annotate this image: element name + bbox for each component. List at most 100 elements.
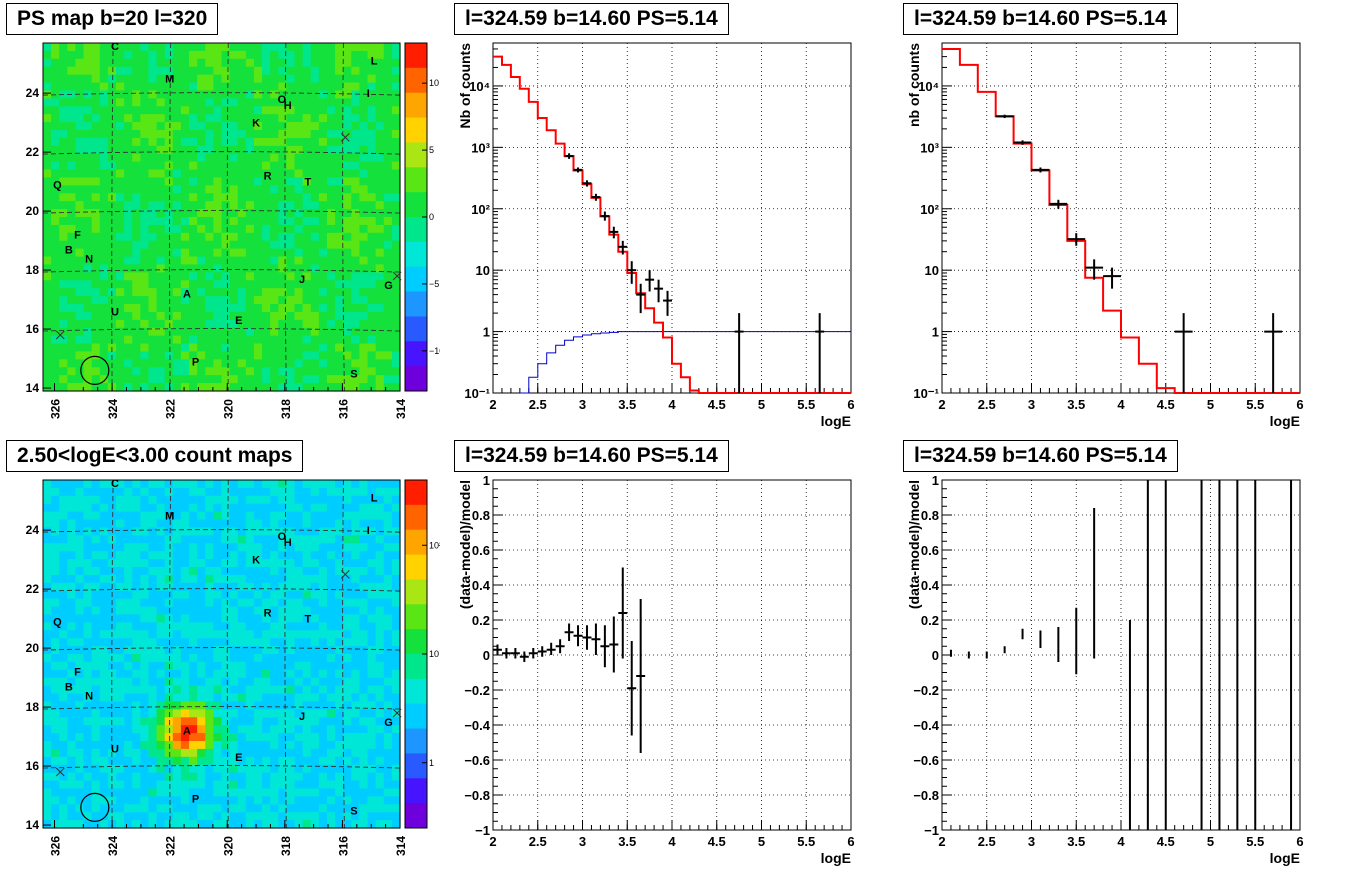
y-tick-label: −0.6: [913, 753, 939, 768]
x-tick-label: 4.5: [1157, 834, 1175, 849]
source-label: B: [65, 244, 73, 256]
map-frame: [42, 42, 401, 392]
map-x-tick-label: 320: [221, 836, 235, 856]
count-map: 326 324 322 320 318 316 314 24 22 20 18 16 14 C M L I OH K…: [26, 478, 442, 856]
x-axis-label: logE: [1270, 413, 1300, 429]
ps-map-panel: 326 324 322 320 318 316 314 24 22 20 18 16 14 C M L I O H K…: [0, 0, 445, 435]
source-label: L: [371, 56, 378, 68]
spectrum-title-1: l=324.59 b=14.60 PS=5.14: [454, 3, 729, 35]
x-axis-label: logE: [821, 850, 851, 866]
source-label: A: [183, 289, 191, 301]
ps-map: 326 324 322 320 318 316 314 24 22 20 18 16 14 C M L I OH K…: [26, 41, 445, 419]
map-x-tick-label: 322: [164, 836, 178, 856]
data-point: [600, 211, 610, 221]
source-cross-marker: [340, 570, 350, 579]
source-cross-marker: [392, 271, 402, 281]
map-y-tick-label: 20: [26, 204, 40, 218]
source-label: K: [252, 555, 260, 567]
data-point: [609, 616, 619, 673]
x-tick-label: 6: [1296, 397, 1303, 412]
data-point: [1085, 259, 1104, 280]
data-point: [564, 623, 574, 641]
data-point: [501, 648, 511, 659]
source-cross-marker: [340, 133, 350, 142]
x-tick-label: 2: [938, 397, 945, 412]
x-tick-label: 5.5: [1246, 834, 1264, 849]
model-histogram: [493, 55, 851, 394]
source-label: M: [165, 73, 174, 85]
data-point: [1174, 313, 1193, 393]
map-y-tick-label: 24: [26, 86, 40, 100]
x-tick-label: 4.5: [708, 834, 726, 849]
x-tick-label: 2: [938, 834, 945, 849]
source-label: K: [252, 118, 260, 130]
x-tick-label: 5: [758, 397, 765, 412]
data-point: [995, 114, 1014, 119]
x-tick-label: 3.5: [618, 397, 636, 412]
data-point: [609, 226, 619, 239]
data-point: [645, 270, 655, 292]
x-tick-label: 3.5: [1067, 397, 1085, 412]
map-x-tick-label: 314: [394, 399, 408, 419]
source-label: C: [111, 478, 119, 490]
source-label: F: [74, 230, 81, 242]
source-label: T: [305, 177, 312, 189]
data-point: [573, 167, 583, 173]
x-tick-label: 3.5: [1067, 834, 1085, 849]
map-y-tick-label: 18: [26, 263, 40, 277]
y-tick-label: 10: [476, 263, 490, 278]
source-label: P: [192, 357, 199, 369]
source-label: J: [299, 711, 305, 723]
x-tick-label: 2.5: [978, 834, 996, 849]
data-point: [1013, 140, 1032, 145]
source-cross-marker: [55, 767, 65, 777]
source-label: G: [384, 717, 393, 729]
map-coordinate-grid: [42, 479, 401, 829]
x-tick-label: 6: [1296, 834, 1303, 849]
color-bar: [404, 479, 428, 829]
color-bar-tick-label: −5: [429, 279, 439, 289]
y-tick-label: −0.6: [464, 753, 490, 768]
residual-title-1: l=324.59 b=14.60 PS=5.14: [454, 440, 729, 472]
data-point: [546, 642, 556, 655]
background-model-histogram: [519, 331, 851, 394]
map-x-tick-label: 316: [336, 399, 350, 419]
data-point: [600, 625, 610, 668]
x-tick-label: 4.5: [708, 397, 726, 412]
source-label: C: [111, 41, 119, 53]
map-coordinate-grid: [42, 42, 401, 392]
plot-grid: [492, 479, 852, 831]
source-label: R: [264, 608, 272, 620]
x-tick-label: 5.5: [797, 834, 815, 849]
y-axis-label: nb of counts: [906, 43, 922, 127]
y-tick-label: 10³: [920, 140, 939, 155]
source-label: E: [235, 752, 242, 764]
data-point: [510, 648, 520, 659]
y-tick-label: 0: [483, 648, 490, 663]
x-tick-label: 5: [1207, 834, 1214, 849]
map-x-tick-label: 318: [279, 836, 293, 856]
x-tick-label: 4: [1117, 397, 1125, 412]
x-tick-label: 4: [668, 834, 676, 849]
x-tick-label: 2: [489, 834, 496, 849]
data-point: [636, 283, 646, 314]
spectrum-panel-2: 2 2.5 3 3.5 4 4.5 5 5.5 6 10⁻¹ 1 10 10² 10³ 10⁴ logE nb …: [897, 0, 1348, 435]
source-label: H: [284, 100, 292, 112]
color-bar-tick-label: −10: [429, 346, 440, 356]
data-point: [618, 240, 628, 255]
source-cross-marker: [55, 330, 65, 340]
x-tick-label: 2.5: [529, 397, 547, 412]
y-tick-label: 0.2: [472, 613, 490, 628]
source-label: R: [264, 171, 272, 183]
residual-panel-1: 2 2.5 3 3.5 4 4.5 5 5.5 6 1 0.8 0.6 0.4 0.2 0 −0.2 −0.4 −…: [448, 437, 888, 875]
spectrum-panel-1: 2 2.5 3 3.5 4 4.5 5 5.5 6 10⁻¹ 1 10 10² 10³ 10⁴ logE Nb …: [448, 0, 888, 435]
y-tick-label: 10⁴: [918, 79, 939, 94]
y-tick-label: −1: [924, 823, 939, 838]
source-label: Q: [53, 617, 62, 629]
y-tick-label: 1: [932, 325, 939, 340]
source-label: F: [74, 667, 81, 679]
source-label: A: [183, 726, 191, 738]
y-tick-label: 0: [932, 648, 939, 663]
color-bar-tick-label: 10: [429, 78, 439, 88]
color-bar: [404, 42, 428, 392]
